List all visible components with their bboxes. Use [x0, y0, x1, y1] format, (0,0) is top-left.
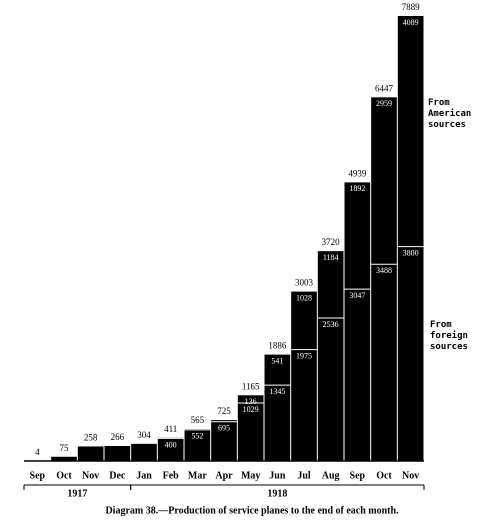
x-tick-label: Nov	[82, 470, 99, 481]
bar-segment	[131, 443, 157, 461]
segment-label: 1184	[323, 253, 339, 262]
bar-segment	[344, 289, 371, 461]
total-label: 304	[137, 430, 151, 440]
segment-label: 1028	[296, 293, 312, 302]
bar-segment	[211, 420, 237, 422]
segment-label: 552	[191, 432, 203, 441]
year-label: 1917	[67, 488, 87, 499]
total-label: 3003	[295, 278, 314, 288]
bar-segment	[371, 264, 397, 461]
total-label: 411	[164, 424, 177, 434]
total-label: 6447	[375, 83, 394, 93]
x-tick-label: May	[241, 470, 260, 481]
bar-segment	[344, 182, 371, 290]
x-tick-label: Oct	[376, 470, 392, 481]
bar-segment	[237, 395, 264, 403]
total-label: 4939	[348, 168, 367, 178]
legend-foreign: From foreign sources	[430, 320, 468, 352]
segment-label: 3488	[376, 266, 392, 275]
bar-segment	[157, 438, 184, 461]
bar-segment	[77, 446, 104, 461]
segment-label: 136	[245, 397, 257, 406]
x-tick-label: Nov	[402, 470, 419, 481]
segment-label: 4089	[403, 18, 419, 27]
bar-segment	[51, 456, 77, 461]
segment-label: 1345	[269, 387, 285, 396]
bar-segment	[104, 445, 131, 461]
x-tick-label: Jan	[136, 470, 152, 481]
total-label: 1886	[268, 341, 287, 351]
x-tick-label: Oct	[56, 470, 72, 481]
bar-segment	[371, 97, 397, 265]
total-label: 1165	[242, 381, 260, 391]
total-label: 266	[111, 432, 125, 442]
x-tick-label: Mar	[188, 470, 207, 481]
segment-label: 2959	[376, 99, 392, 108]
segment-label: 1975	[296, 351, 312, 360]
x-tick-label: Apr	[215, 470, 233, 481]
x-tick-label: Dec	[109, 470, 126, 481]
x-tick-label: Jun	[269, 470, 286, 481]
segment-label: 3047	[349, 291, 365, 300]
segment-label: 541	[271, 356, 283, 365]
segment-label: 3800	[403, 248, 419, 257]
segment-label: 2536	[323, 320, 339, 329]
total-label: 258	[84, 433, 98, 443]
bar-segment	[264, 385, 291, 461]
x-tick-label: Sep	[30, 470, 46, 481]
bar-segment	[237, 402, 264, 461]
bar-segment	[397, 246, 424, 461]
year-label: 1918	[267, 488, 287, 499]
bar-segment	[291, 291, 317, 350]
caption: Diagram 38.—Production of service planes…	[105, 505, 399, 516]
bar-segment	[184, 429, 211, 461]
bar-segment	[291, 349, 317, 461]
x-tick-label: Jul	[297, 470, 311, 481]
segment-label: 1029	[243, 405, 259, 414]
total-label: 75	[60, 443, 70, 453]
x-tick-label: Sep	[350, 470, 366, 481]
segment-label: 1892	[349, 184, 365, 193]
segment-label: 695	[218, 424, 230, 433]
bar-segment	[397, 16, 424, 247]
total-label: 3720	[322, 237, 341, 247]
bar-segment	[211, 421, 237, 461]
total-label: 4	[35, 447, 40, 457]
segment-label: 400	[165, 440, 177, 449]
bar-segment	[317, 317, 344, 461]
x-tick-label: Feb	[163, 470, 180, 481]
total-label: 565	[191, 415, 205, 425]
bar-segment	[317, 251, 344, 318]
bar-segment	[264, 354, 291, 386]
x-tick-label: Aug	[322, 470, 340, 481]
total-label: 7889	[402, 2, 421, 12]
legend-american: From American sources	[428, 98, 472, 130]
total-label: 725	[217, 406, 231, 416]
